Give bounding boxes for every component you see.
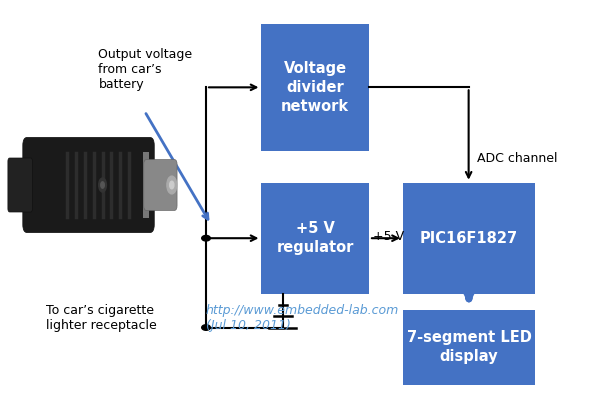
Circle shape	[167, 176, 177, 194]
Text: ADC channel: ADC channel	[477, 152, 557, 165]
FancyBboxPatch shape	[23, 137, 154, 233]
Text: 7-segment LED
display: 7-segment LED display	[407, 330, 531, 364]
FancyBboxPatch shape	[403, 310, 535, 385]
Circle shape	[98, 178, 106, 192]
FancyBboxPatch shape	[261, 183, 369, 294]
FancyBboxPatch shape	[144, 160, 177, 210]
Circle shape	[202, 325, 210, 330]
FancyBboxPatch shape	[261, 24, 369, 151]
Text: To car’s cigarette
lighter receptacle: To car’s cigarette lighter receptacle	[46, 304, 157, 332]
Text: http://www.embedded-lab.com
(Jul 10, 2011): http://www.embedded-lab.com (Jul 10, 201…	[206, 304, 399, 332]
FancyBboxPatch shape	[403, 183, 535, 294]
Text: Output voltage
from car’s
battery: Output voltage from car’s battery	[98, 48, 192, 91]
Circle shape	[101, 182, 105, 188]
Text: PIC16F1827: PIC16F1827	[420, 231, 518, 246]
Text: Voltage
divider
network: Voltage divider network	[281, 61, 349, 114]
Text: +5 V
regulator: +5 V regulator	[277, 221, 354, 255]
Circle shape	[202, 235, 210, 241]
FancyBboxPatch shape	[8, 158, 33, 212]
FancyBboxPatch shape	[143, 152, 149, 218]
Circle shape	[170, 181, 174, 189]
Text: +5 V: +5 V	[373, 230, 404, 243]
